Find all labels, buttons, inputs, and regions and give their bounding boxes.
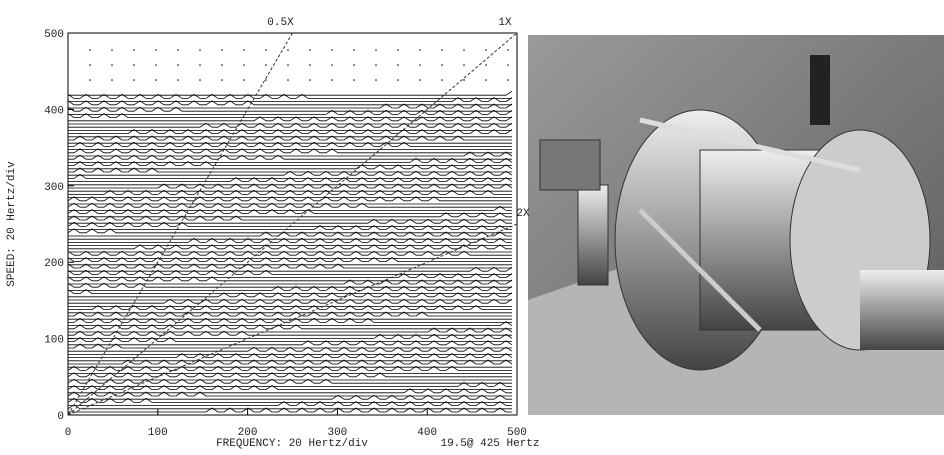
- x-axis-label: FREQUENCY: 20 Hertz/div: [216, 438, 368, 450]
- dot: [89, 49, 91, 51]
- dot: [485, 64, 487, 66]
- dot: [331, 64, 333, 66]
- dot: [375, 49, 377, 51]
- dot: [463, 64, 465, 66]
- dot: [155, 49, 157, 51]
- dot: [309, 49, 311, 51]
- dot: [133, 79, 135, 81]
- dot: [221, 64, 223, 66]
- dot: [375, 79, 377, 81]
- x-tick-label: 300: [327, 427, 347, 439]
- dot: [309, 64, 311, 66]
- y-tick-label: 0: [57, 411, 64, 423]
- x-tick-label: 500: [507, 427, 527, 439]
- y-tick-label: 500: [44, 29, 64, 41]
- dot: [243, 64, 245, 66]
- dot: [221, 49, 223, 51]
- dot: [353, 49, 355, 51]
- dot: [265, 79, 267, 81]
- dot: [485, 49, 487, 51]
- dot: [485, 79, 487, 81]
- waterfall-texture: [68, 49, 512, 412]
- dot: [111, 64, 113, 66]
- order-label: 0.5X: [267, 17, 294, 29]
- dot: [507, 79, 509, 81]
- trace: [68, 91, 512, 95]
- dot: [199, 64, 201, 66]
- dot: [331, 79, 333, 81]
- dot: [507, 49, 509, 51]
- dot: [353, 64, 355, 66]
- dot: [419, 79, 421, 81]
- dot: [419, 64, 421, 66]
- y-tick-label: 400: [44, 105, 64, 117]
- y-tick-label: 300: [44, 182, 64, 194]
- photo: [528, 35, 944, 415]
- dot: [265, 49, 267, 51]
- dot: [89, 64, 91, 66]
- dot: [155, 79, 157, 81]
- order-label: 2X: [516, 208, 530, 220]
- dot: [463, 49, 465, 51]
- x-tick-label: 0: [65, 427, 72, 439]
- dot: [243, 49, 245, 51]
- dot: [397, 49, 399, 51]
- dot: [199, 79, 201, 81]
- dot: [287, 64, 289, 66]
- order-line: [68, 33, 293, 415]
- dot: [265, 64, 267, 66]
- cursor-readout: 19.5@ 425 Hertz: [440, 438, 539, 450]
- x-tick-label: 400: [417, 427, 437, 439]
- x-tick-label: 200: [238, 427, 258, 439]
- dot: [155, 64, 157, 66]
- y-axis-label: SPEED: 20 Hertz/div: [6, 161, 18, 287]
- x-tick-label: 100: [148, 427, 168, 439]
- dot: [89, 79, 91, 81]
- dot: [111, 49, 113, 51]
- dot: [111, 79, 113, 81]
- dot: [243, 79, 245, 81]
- dot: [353, 79, 355, 81]
- order-label: 1X: [498, 17, 512, 29]
- dot: [133, 64, 135, 66]
- dot: [397, 64, 399, 66]
- dot: [441, 79, 443, 81]
- dot: [463, 79, 465, 81]
- dot: [331, 49, 333, 51]
- dot: [397, 79, 399, 81]
- dot: [133, 49, 135, 51]
- dot: [287, 79, 289, 81]
- dot: [309, 79, 311, 81]
- dot: [375, 64, 377, 66]
- y-tick-label: 100: [44, 335, 64, 347]
- dot: [177, 79, 179, 81]
- dot: [221, 79, 223, 81]
- dot: [441, 64, 443, 66]
- dot: [419, 49, 421, 51]
- dot: [199, 49, 201, 51]
- dot: [287, 49, 289, 51]
- y-tick-label: 200: [44, 258, 64, 270]
- dot: [177, 64, 179, 66]
- figure: FREQUENCY: 20 Hertz/div 19.5@ 425 Hertz …: [0, 0, 944, 450]
- dot: [441, 49, 443, 51]
- dot: [507, 64, 509, 66]
- dot: [177, 49, 179, 51]
